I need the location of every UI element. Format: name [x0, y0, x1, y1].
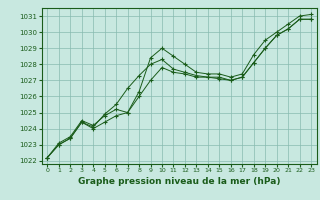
X-axis label: Graphe pression niveau de la mer (hPa): Graphe pression niveau de la mer (hPa): [78, 177, 280, 186]
